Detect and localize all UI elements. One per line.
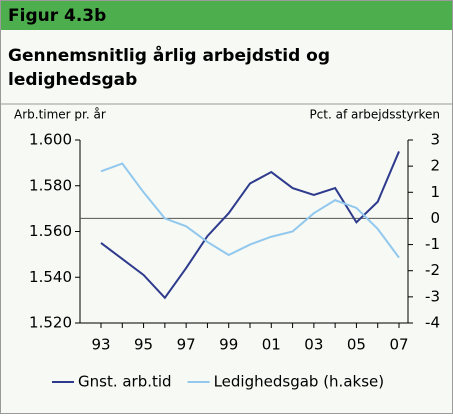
x-tick-label: 99 (219, 336, 238, 354)
y2-axis-label: Pct. af arbejdsstyrken (309, 108, 440, 122)
y-tick-label: 1.580 (29, 176, 72, 194)
y2-tick-label: 0 (430, 209, 440, 227)
x-tick-label: 93 (91, 336, 110, 354)
chart-title: Gennemsnitlig årlig arbejdstid og ledighe… (8, 44, 330, 90)
legend-label: Ledighedsgab (h.akse) (214, 373, 385, 391)
x-tick-label: 01 (262, 336, 281, 354)
x-tick-label: 07 (389, 336, 408, 354)
y2-tick-label: -4 (425, 314, 440, 332)
header: Figur 4.3b (8, 6, 106, 26)
y2-tick-label: 1 (430, 183, 440, 201)
y2-tick-label: 3 (430, 131, 440, 149)
y-tick-label: 1.540 (29, 268, 72, 286)
y-axis-label: Arb.timer pr. år (14, 108, 106, 122)
x-tick-label: 97 (177, 336, 196, 354)
y-tick-label: 1.520 (29, 314, 72, 332)
y2-tick-label: -2 (425, 261, 440, 279)
x-tick-label: 03 (304, 336, 323, 354)
series-line (100, 151, 400, 300)
x-tick-label: 05 (347, 336, 366, 354)
y2-tick-label: 2 (430, 157, 440, 175)
x-tick-label: 95 (134, 336, 153, 354)
y2-tick-label: -1 (425, 235, 440, 253)
header-bar (1, 1, 452, 30)
y2-tick-label: -3 (425, 287, 440, 305)
legend-label: Gnst. arb.tid (78, 373, 172, 391)
series-line (100, 162, 400, 259)
y-tick-label: 1.600 (29, 131, 72, 149)
y-tick-label: 1.560 (29, 222, 72, 240)
